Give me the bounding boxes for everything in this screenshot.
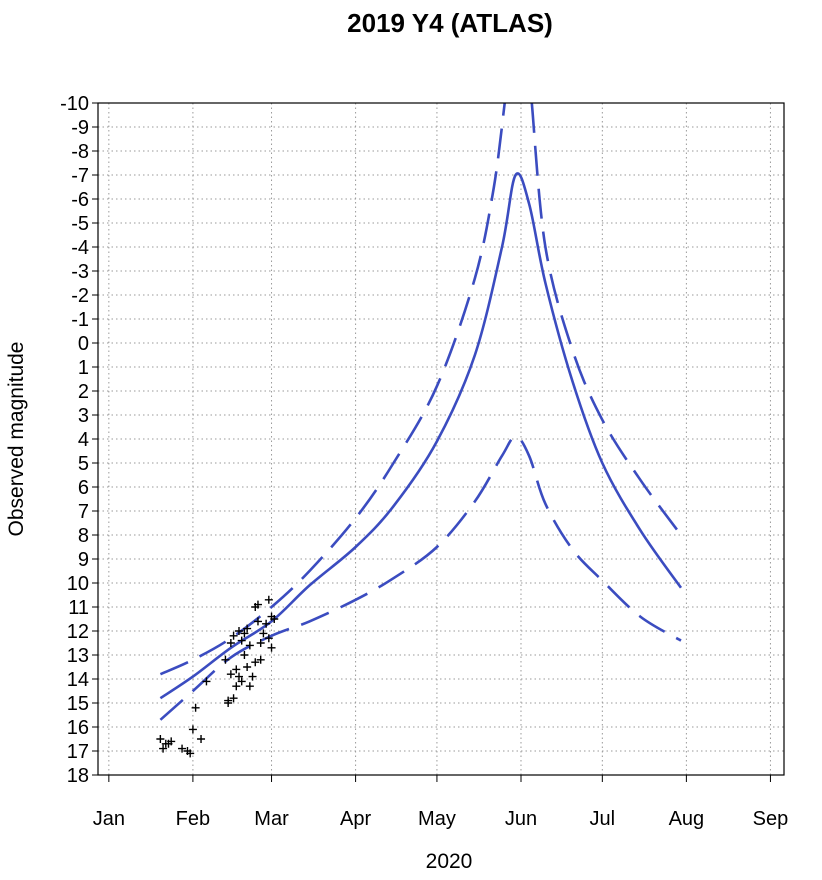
observation-marker	[240, 629, 249, 638]
observation-marker	[232, 682, 241, 691]
observation-marker	[237, 636, 246, 645]
observation-marker	[229, 631, 238, 640]
y-tick-label: -5	[71, 213, 89, 235]
y-tick-label: 9	[78, 549, 89, 571]
solid-curve-2	[159, 172, 683, 700]
observation-marker	[159, 744, 168, 753]
observation-marker	[188, 725, 197, 734]
y-tick-label: 0	[78, 333, 89, 355]
observation-marker	[167, 737, 176, 746]
y-tick-label: 6	[78, 477, 89, 499]
observation-marker	[186, 749, 195, 758]
observation-marker	[243, 663, 252, 671]
y-tick-label: -4	[71, 237, 89, 259]
y-tick-label: 13	[67, 645, 89, 667]
y-tick-label: 12	[67, 621, 89, 643]
observation-marker	[226, 639, 235, 647]
observation-points	[156, 595, 279, 758]
x-axis: Jan Feb Mar Apr May Jun Jul Aug Sep	[93, 775, 789, 830]
y-tick-label: 4	[78, 429, 89, 451]
observation-marker	[262, 619, 271, 628]
observation-marker	[256, 639, 265, 647]
grid	[98, 102, 784, 776]
y-tick-label: 10	[67, 573, 89, 595]
observation-marker	[240, 651, 249, 659]
x-tick-label: Jan	[93, 808, 125, 830]
observation-marker	[243, 624, 252, 633]
observation-marker	[251, 658, 260, 667]
x-tick-label: Feb	[176, 808, 210, 830]
y-tick-label: 15	[67, 693, 89, 715]
dashed-curve-0	[159, 102, 506, 676]
observation-marker	[221, 655, 230, 664]
y-axis-label: Observed magnitude	[5, 342, 28, 537]
y-tick-label: -8	[71, 141, 89, 163]
x-tick-label: Mar	[254, 808, 289, 830]
chart-title: 2019 Y4 (ATLAS)	[347, 8, 553, 38]
observation-marker	[224, 699, 233, 707]
y-tick-label: -7	[71, 165, 89, 187]
y-tick-label: 7	[78, 501, 89, 523]
x-tick-label: May	[418, 808, 456, 830]
x-tick-label: Jun	[505, 808, 537, 830]
y-tick-label: -9	[71, 117, 89, 139]
y-tick-label: 18	[67, 765, 89, 787]
x-tick-label: Apr	[340, 808, 371, 830]
y-tick-label: 8	[78, 525, 89, 547]
y-tick-label: 5	[78, 453, 89, 475]
y-tick-label: -3	[71, 261, 89, 283]
x-tick-label: Sep	[753, 808, 789, 830]
observation-marker	[245, 641, 254, 650]
observation-marker	[270, 615, 279, 623]
y-tick-label: -6	[71, 189, 89, 211]
observation-marker	[234, 672, 243, 681]
y-tick-label: -10	[60, 93, 89, 115]
dashed-curve-1	[530, 102, 683, 536]
observation-marker	[234, 627, 243, 635]
y-tick-label: 1	[78, 357, 89, 379]
observation-marker	[237, 677, 246, 686]
y-tick-label: -1	[71, 309, 89, 331]
observation-marker	[253, 617, 262, 626]
y-tick-label: 11	[68, 597, 89, 619]
y-tick-label: -2	[71, 285, 89, 307]
observation-marker	[178, 744, 187, 753]
observation-marker	[245, 682, 254, 691]
observation-marker	[256, 655, 265, 664]
observation-marker	[232, 665, 241, 674]
observation-marker	[156, 735, 165, 743]
y-tick-label: 2	[78, 381, 89, 403]
observation-marker	[267, 643, 276, 652]
y-tick-label: 16	[67, 717, 89, 739]
x-tick-label: Jul	[590, 808, 616, 830]
y-tick-label: 14	[67, 669, 89, 691]
observation-marker	[197, 735, 206, 743]
light-curves	[159, 102, 683, 721]
observation-marker	[191, 703, 200, 712]
y-tick-label: 3	[78, 405, 89, 427]
y-axis: -10-9-8-7-6-5-4-3-2-10123456789101112131…	[60, 93, 98, 787]
observation-marker	[264, 634, 273, 643]
observation-marker	[202, 677, 211, 686]
observation-marker	[248, 672, 257, 681]
x-tick-label: Aug	[669, 808, 705, 830]
observation-marker	[229, 694, 238, 703]
observation-marker	[226, 670, 235, 679]
observation-marker	[253, 600, 262, 609]
observation-marker	[259, 629, 268, 638]
x-axis-label: 2020	[426, 850, 473, 873]
y-tick-label: 17	[67, 741, 89, 763]
dashed-curve-3	[159, 435, 682, 721]
observation-marker	[264, 595, 273, 604]
